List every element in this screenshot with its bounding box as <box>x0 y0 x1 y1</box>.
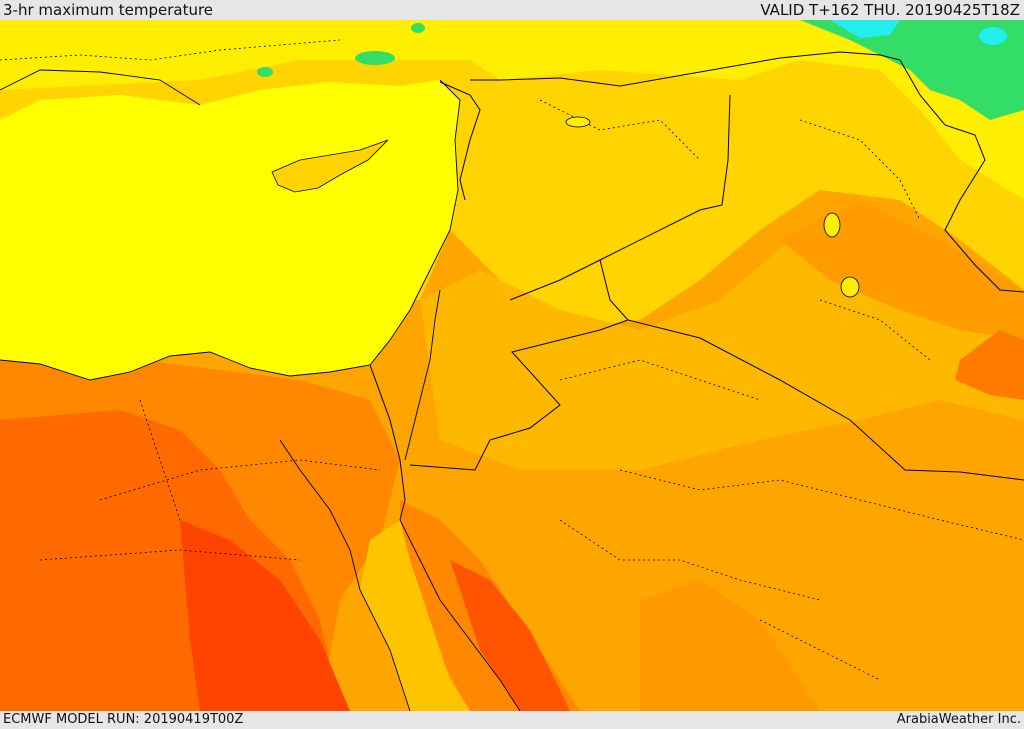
footer-bar: ECMWF MODEL RUN: 20190419T00Z ArabiaWeat… <box>0 711 1024 729</box>
north-cool-zone <box>0 20 1024 200</box>
razazza-lake <box>840 276 860 298</box>
red-sea <box>360 520 470 711</box>
nile-red-zone <box>180 520 350 711</box>
header-bar: 3-hr maximum temperature VALID T+162 THU… <box>0 0 1024 20</box>
model-run: ECMWF MODEL RUN: 20190419T00Z <box>3 712 244 727</box>
map-title: 3-hr maximum temperature <box>3 1 214 19</box>
country-borders <box>369 51 1024 501</box>
mediterranean-sea <box>0 80 460 380</box>
credit-text: ArabiaWeather Inc. <box>896 712 1021 727</box>
temperature-map[interactable] <box>0 20 1024 711</box>
green-patch-4 <box>411 23 425 33</box>
cyprus-island <box>271 139 389 193</box>
map-canvas <box>0 20 1024 711</box>
cyan-patch <box>830 20 900 38</box>
cyan-patch-2 <box>979 27 1007 45</box>
south-warm-zone <box>640 580 820 711</box>
cool-green-patch <box>800 20 1024 120</box>
hejaz-red-zone <box>450 560 570 711</box>
coastlines <box>0 69 521 711</box>
iraq-hot-zone <box>955 330 1024 400</box>
iraq-warm-zone <box>780 200 1024 340</box>
province-borders <box>0 39 1024 681</box>
green-patch-3 <box>257 67 273 77</box>
assad-lake <box>565 116 591 128</box>
green-patch-2 <box>355 51 395 65</box>
valid-time: VALID T+162 THU. 20190425T18Z <box>760 1 1020 19</box>
tharthar-lake <box>823 212 841 238</box>
